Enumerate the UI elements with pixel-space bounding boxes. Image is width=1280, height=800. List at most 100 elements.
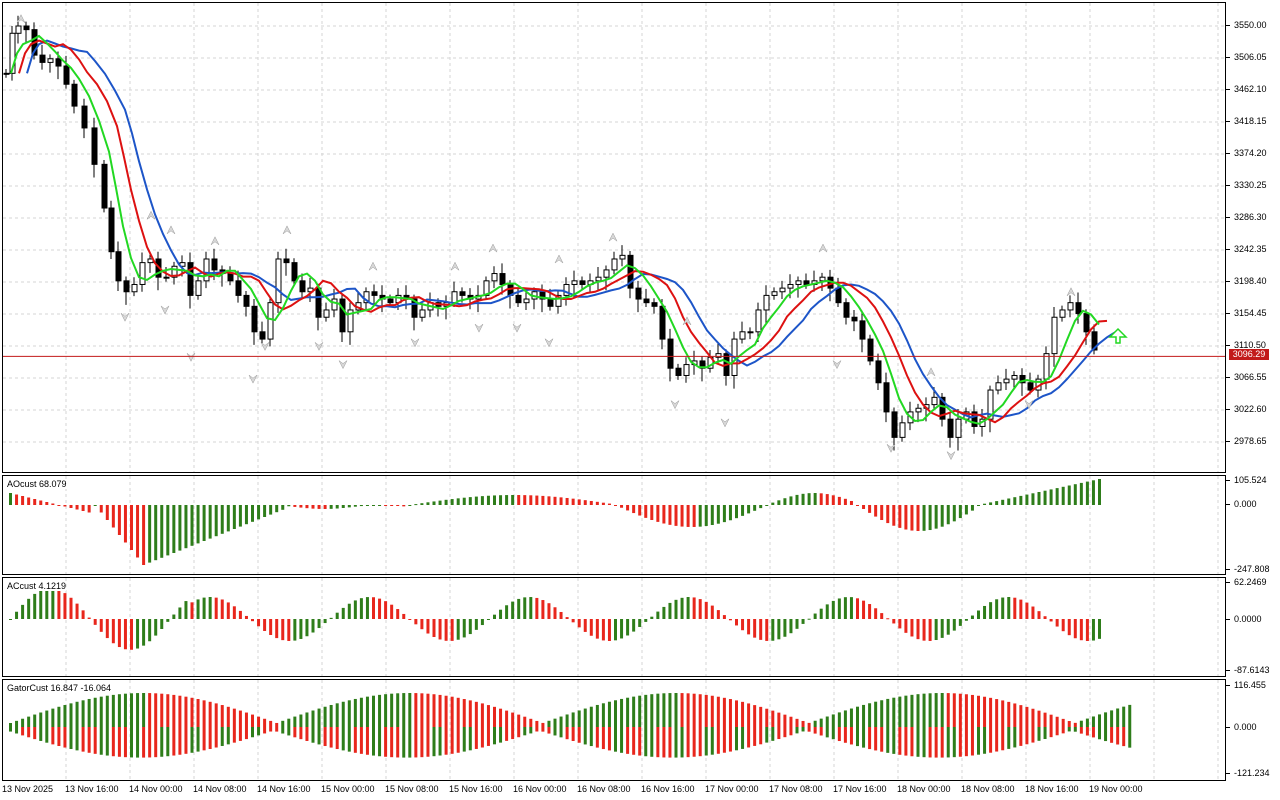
candle-body <box>1075 302 1082 315</box>
ac-bar <box>166 619 170 622</box>
ao-bar <box>214 505 218 537</box>
gator-upper-bar <box>493 706 496 727</box>
ao-bar <box>547 496 551 505</box>
gator-lower-bar <box>650 727 654 757</box>
gator-lower-bar <box>529 727 533 734</box>
candle-body <box>299 280 306 293</box>
ac-bar <box>1019 599 1023 619</box>
gator-upper-bar <box>27 716 31 727</box>
ao-bar <box>632 505 636 514</box>
ao-bar <box>1037 492 1041 505</box>
gator-lower-bar <box>93 727 97 754</box>
gator-upper-bar <box>160 693 164 727</box>
ao-bar <box>910 505 914 531</box>
gator-upper-bar <box>626 697 630 727</box>
ac-bar <box>650 616 654 619</box>
ao-bar <box>1031 493 1035 505</box>
ac-bar <box>45 588 49 619</box>
ao-bar <box>922 505 926 531</box>
ac-bar <box>601 619 605 641</box>
ao-bar <box>783 498 787 505</box>
gator-lower-bar <box>117 727 121 757</box>
gator-upper-bar <box>33 714 37 727</box>
gator-upper-bar <box>571 712 575 727</box>
ao-bar <box>856 505 859 506</box>
ao-indicator-panel[interactable]: AOcust 68.079 <box>2 475 1226 575</box>
gator-upper-bar <box>275 722 279 727</box>
gator-lower-bar <box>523 727 527 736</box>
ao-bar <box>680 505 684 527</box>
gator-lower-bar <box>468 727 472 751</box>
gator-upper-bar <box>1013 703 1017 727</box>
ao-bar <box>232 505 236 529</box>
gator-upper-bar <box>111 694 115 727</box>
gator-lower-bar <box>450 727 454 754</box>
gator-upper-bar <box>21 718 25 727</box>
candle-body <box>139 262 146 285</box>
ac-bar <box>583 619 587 632</box>
candle-body <box>523 298 530 304</box>
gator-lower-bar <box>51 727 55 745</box>
ac-bar <box>958 619 962 626</box>
candle-body <box>275 258 282 304</box>
gator-lower-bar <box>214 727 218 748</box>
ac-bar <box>329 617 333 619</box>
candle-body <box>163 276 170 279</box>
gator-upper-bar <box>765 708 769 727</box>
gator-lower-bar <box>414 727 418 758</box>
ac-bar <box>783 619 787 637</box>
gator-lower-bar <box>220 727 224 746</box>
gator-lower-bar <box>1116 727 1120 745</box>
gator-lower-bar <box>638 727 642 756</box>
ac-bar <box>789 619 793 634</box>
ac-histogram <box>9 578 1219 676</box>
ac-bar <box>493 614 496 619</box>
time-tick: 17 Nov 16:00 <box>833 784 887 794</box>
ac-bar <box>916 619 920 640</box>
candle-body <box>267 302 274 340</box>
ac-bar <box>704 601 708 619</box>
ac-indicator-panel[interactable]: ACcust 4.1219 <box>2 577 1226 677</box>
candle-body <box>499 273 506 285</box>
ao-bar <box>15 494 19 505</box>
gator-upper-bar <box>232 708 236 727</box>
gator-lower-bar <box>922 727 926 758</box>
gator-lower-bar <box>589 727 593 747</box>
gator-indicator-panel[interactable]: GatorCust 16.847 -16.064 <box>2 679 1226 781</box>
ac-bar <box>148 619 152 642</box>
gator-upper-bar <box>51 708 55 727</box>
candle-body <box>235 280 242 296</box>
ao-bar <box>620 505 624 508</box>
gator-indicator-label: GatorCust 16.847 -16.064 <box>7 683 112 693</box>
gator-lower-bar <box>426 727 430 757</box>
gator-lower-bar <box>196 727 200 752</box>
gator-upper-bar <box>1128 704 1132 727</box>
gator-upper-bar <box>868 703 872 727</box>
candle-body <box>211 258 218 271</box>
gator-upper-bar <box>142 693 146 727</box>
ao-bar <box>668 505 672 525</box>
gator-upper-bar <box>166 694 170 727</box>
ao-bar <box>33 499 37 505</box>
candle-body <box>251 305 258 333</box>
ao-tick: -247.808 <box>1226 564 1270 574</box>
gator-upper-bar <box>813 720 817 727</box>
candle-body <box>459 291 466 296</box>
ao-bar <box>565 497 569 505</box>
gator-lower-bar <box>728 727 732 752</box>
candle-body <box>71 83 78 107</box>
candle-body <box>795 280 802 285</box>
ac-bar <box>136 619 140 649</box>
ao-bar <box>801 493 805 505</box>
ao-bar <box>644 505 648 518</box>
gator-upper-bar <box>753 705 757 727</box>
ao-bar <box>123 505 127 543</box>
gator-lower-bar <box>892 727 896 754</box>
candle-body <box>187 262 194 296</box>
gator-lower-bar <box>45 727 49 743</box>
main-price-chart[interactable] <box>2 2 1226 473</box>
time-tick: 18 Nov 08:00 <box>961 784 1015 794</box>
candle-body <box>283 258 290 264</box>
gator-upper-bar <box>1091 716 1095 727</box>
candle-body <box>1083 313 1090 333</box>
